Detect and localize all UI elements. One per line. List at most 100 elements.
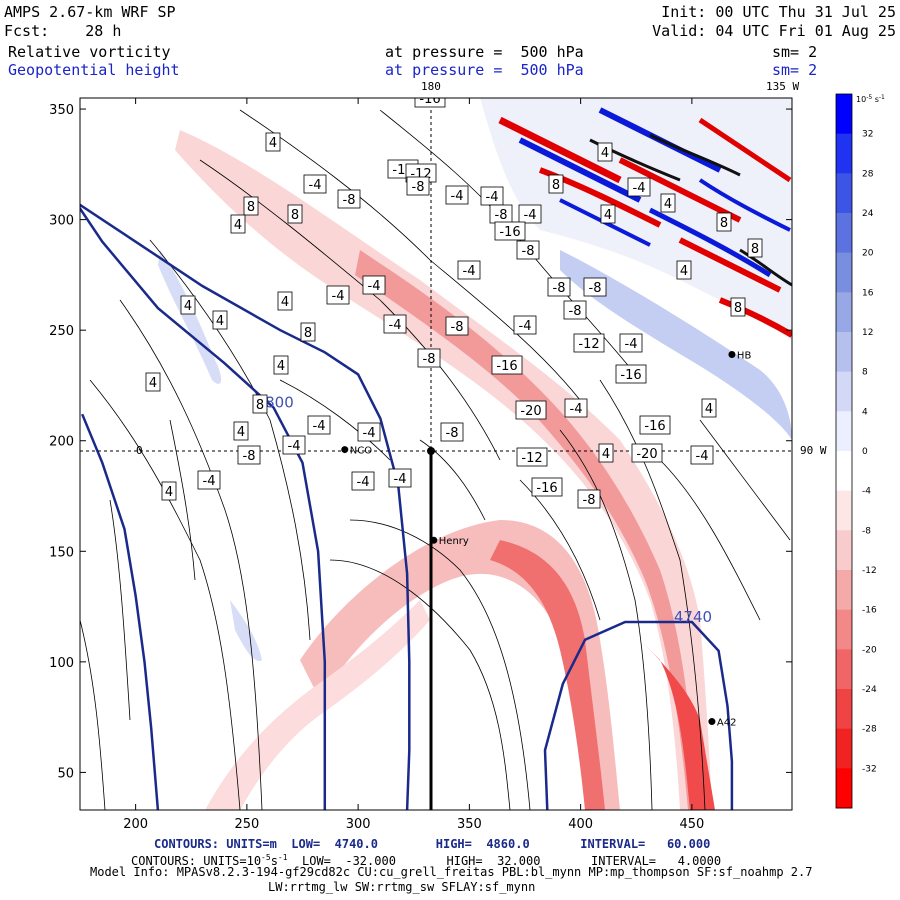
vorticity-label: -8 [522, 244, 535, 259]
vorticity-label-box [548, 174, 564, 194]
vorticity-label-box [277, 291, 293, 311]
vorticity-label-box [660, 193, 676, 213]
vorticity-label-box [513, 315, 537, 335]
station-marker [430, 536, 438, 544]
vorticity-label-box [417, 348, 441, 368]
vorticity-label: -8 [583, 493, 596, 508]
lon-right-label: 135 W [766, 80, 800, 93]
vorticity-label-box [531, 477, 563, 497]
colorbar-tick-label: 8 [862, 368, 868, 378]
vorticity-label-box [600, 204, 616, 224]
vorticity-label: -4 [524, 208, 537, 223]
vorticity-label: 4 [664, 197, 672, 212]
vorticity-label: -4 [313, 419, 326, 434]
height-contour-label: 4740 [674, 608, 712, 626]
vorticity-label-box [337, 189, 361, 209]
field1-smooth: sm= 2 [772, 43, 818, 61]
vorticity-label: -4 [394, 472, 407, 487]
vort-info-c: LOW= -32.000 HIGH= 32.000 INTERVAL= 4.00… [287, 854, 722, 868]
vorticity-label-box [515, 400, 547, 420]
stations: NCO Henry HB A42 [341, 350, 751, 729]
vorticity-label-box [457, 260, 481, 280]
vorticity-label: 4 [602, 447, 610, 462]
vorticity-label-box [491, 355, 523, 375]
vort-info-exp: -5 [261, 853, 271, 862]
colorbar-swatch [836, 411, 852, 452]
y-tick-label: 200 [49, 435, 74, 450]
vorticity-label-box [564, 398, 588, 418]
model-title: AMPS 2.67-km WRF SP [4, 3, 176, 21]
vorticity-label: 8 [734, 301, 742, 316]
neg-band-core [355, 250, 698, 810]
vorticity-label-box [615, 364, 647, 384]
vorticity-label-box [516, 447, 548, 467]
vorticity-label: 4 [165, 485, 173, 500]
vorticity-label-box [273, 355, 289, 375]
vorticity-label: 4 [269, 136, 277, 151]
colorbar-swatch [836, 570, 852, 611]
vorticity-label: -16 [536, 481, 557, 496]
vorticity-label: -8 [243, 449, 256, 464]
vorticity-label-box [747, 238, 763, 258]
vorticity-label-box [161, 481, 177, 501]
vorticity-label-box [265, 132, 281, 152]
vorticity-label: 8 [720, 216, 728, 231]
colorbar-tick-label: 24 [862, 209, 874, 219]
vorticity-label-box [518, 204, 542, 224]
height-contour-info: CONTOURS: UNITS=m LOW= 4740.0 HIGH= 4860… [154, 837, 711, 851]
zero-label: 0 [136, 444, 143, 457]
colorbar-swatch [836, 768, 852, 809]
colorbar-swatch [836, 252, 852, 293]
field2-level: at pressure = 500 hPa [385, 61, 584, 79]
colorbar-swatch [836, 649, 852, 690]
colorbar-tick-label: 28 [862, 169, 874, 179]
vorticity-label-box [362, 275, 386, 295]
vorticity-contour-info: CONTOURS: UNITS=10-5s-1 LOW= -32.000 HIG… [131, 851, 721, 868]
valid-time: Valid: 04 UTC Fri 01 Aug 25 [652, 22, 896, 40]
vorticity-label-box [303, 174, 327, 194]
colorbar-swatch [836, 94, 852, 135]
vorticity-label-box [383, 314, 407, 334]
station-label: Henry [439, 536, 469, 547]
colorbar: 322824201612840-4-8-12-16-20-24-28-3210-… [835, 93, 885, 809]
vorticity-label: -4 [203, 474, 216, 489]
vorticity-label: -4 [357, 475, 370, 490]
vorticity-label: -4 [625, 337, 638, 352]
vorticity-label-box [180, 295, 196, 315]
vorticity-label-box [237, 445, 261, 465]
vorticity-label: 4 [281, 295, 289, 310]
model-info-2: LW:rrtmg_lw SW:rrtmg_sw SFLAY:sf_mynn [268, 880, 536, 894]
station-marker [728, 350, 736, 358]
colorbar-tick-label: 20 [862, 249, 874, 259]
colorbar-tick-label: 4 [862, 407, 868, 417]
solid-line-dot [427, 447, 435, 455]
colorbar-swatch [836, 213, 852, 254]
colorbar-unit-exp2: -1 [879, 94, 885, 101]
vorticity-label: 4 [234, 218, 242, 233]
vorticity-label: -12 [521, 451, 542, 466]
height-contour-line [543, 620, 734, 810]
vorticity-label: 4 [184, 299, 192, 314]
vorticity-label: 8 [552, 178, 560, 193]
colorbar-swatch [836, 451, 852, 492]
vorticity-label: -4 [696, 449, 709, 464]
vorticity-label: 8 [291, 208, 299, 223]
lon-top-label: 180 [421, 80, 441, 93]
vorticity-label-box [145, 372, 161, 392]
vorticity-label: -4 [288, 439, 301, 454]
vorticity-label-box [583, 277, 607, 297]
vorticity-label-box [445, 185, 469, 205]
vorticity-label: 4 [601, 146, 609, 161]
vorticity-label-box [690, 445, 714, 465]
field2-name: Geopotential height [8, 61, 180, 79]
colorbar-unit-exp: -5 [866, 94, 872, 101]
colorbar-tick-label: 32 [862, 130, 873, 140]
vorticity-label: -12 [578, 337, 599, 352]
vorticity-label: -16 [496, 359, 517, 374]
vorticity-label: -16 [499, 225, 520, 240]
vorticity-label: -20 [520, 404, 541, 419]
vorticity-label: 8 [256, 398, 264, 413]
forecast-hour: Fcst: 28 h [4, 22, 122, 40]
colorbar-tick-label: 16 [862, 288, 874, 298]
